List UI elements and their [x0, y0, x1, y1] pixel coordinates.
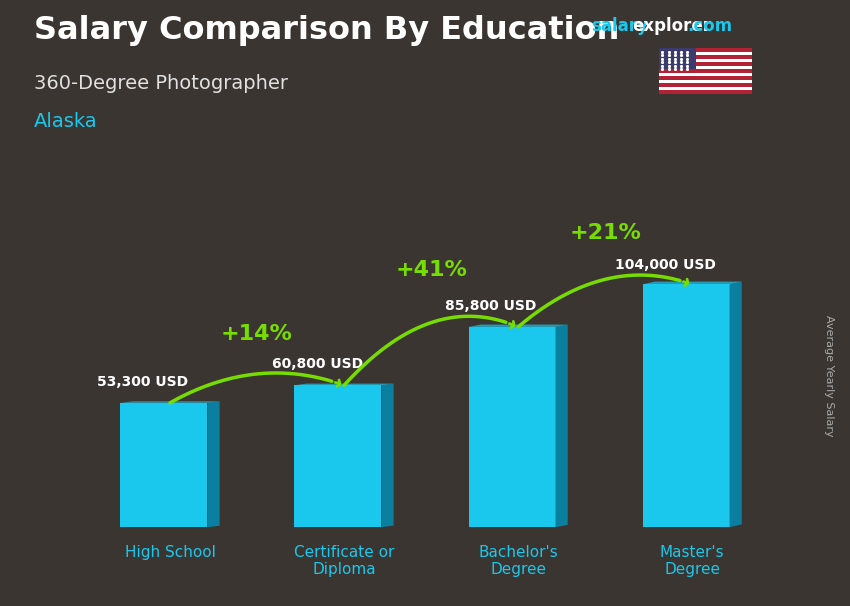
FancyBboxPatch shape: [643, 284, 729, 527]
Polygon shape: [643, 282, 742, 284]
Text: Salary Comparison By Education: Salary Comparison By Education: [34, 15, 620, 46]
Bar: [659, 70, 752, 73]
Text: High School: High School: [125, 545, 215, 559]
Bar: [659, 87, 752, 90]
Bar: [659, 48, 696, 70]
Text: 53,300 USD: 53,300 USD: [98, 375, 189, 388]
FancyBboxPatch shape: [294, 385, 382, 527]
Polygon shape: [207, 401, 219, 527]
Bar: [659, 59, 752, 62]
Text: Certificate or
Diploma: Certificate or Diploma: [294, 545, 394, 577]
Polygon shape: [468, 325, 568, 327]
Text: .com: .com: [687, 17, 732, 35]
Bar: [659, 48, 752, 52]
Bar: [659, 84, 752, 87]
Bar: [659, 80, 752, 84]
Text: salary: salary: [591, 17, 648, 35]
FancyBboxPatch shape: [468, 327, 556, 527]
Text: Average Yearly Salary: Average Yearly Salary: [824, 315, 834, 436]
Polygon shape: [556, 325, 568, 527]
Bar: [659, 62, 752, 66]
Text: +21%: +21%: [570, 224, 641, 244]
Text: Alaska: Alaska: [34, 112, 98, 131]
Text: 85,800 USD: 85,800 USD: [445, 299, 537, 313]
Text: 60,800 USD: 60,800 USD: [271, 357, 363, 371]
Text: 360-Degree Photographer: 360-Degree Photographer: [34, 74, 288, 93]
Text: explorer: explorer: [632, 17, 711, 35]
Bar: [659, 76, 752, 80]
Bar: [659, 90, 752, 94]
Polygon shape: [294, 384, 394, 385]
Bar: [659, 56, 752, 59]
Text: Master's
Degree: Master's Degree: [660, 545, 724, 577]
FancyBboxPatch shape: [121, 403, 207, 527]
Text: +14%: +14%: [221, 324, 293, 344]
Polygon shape: [729, 282, 742, 527]
Bar: [659, 52, 752, 56]
Text: Bachelor's
Degree: Bachelor's Degree: [479, 545, 558, 577]
Polygon shape: [382, 384, 394, 527]
Text: 104,000 USD: 104,000 USD: [615, 259, 716, 273]
Bar: [659, 66, 752, 70]
Bar: [659, 73, 752, 76]
Text: +41%: +41%: [395, 260, 467, 280]
Polygon shape: [121, 401, 219, 403]
